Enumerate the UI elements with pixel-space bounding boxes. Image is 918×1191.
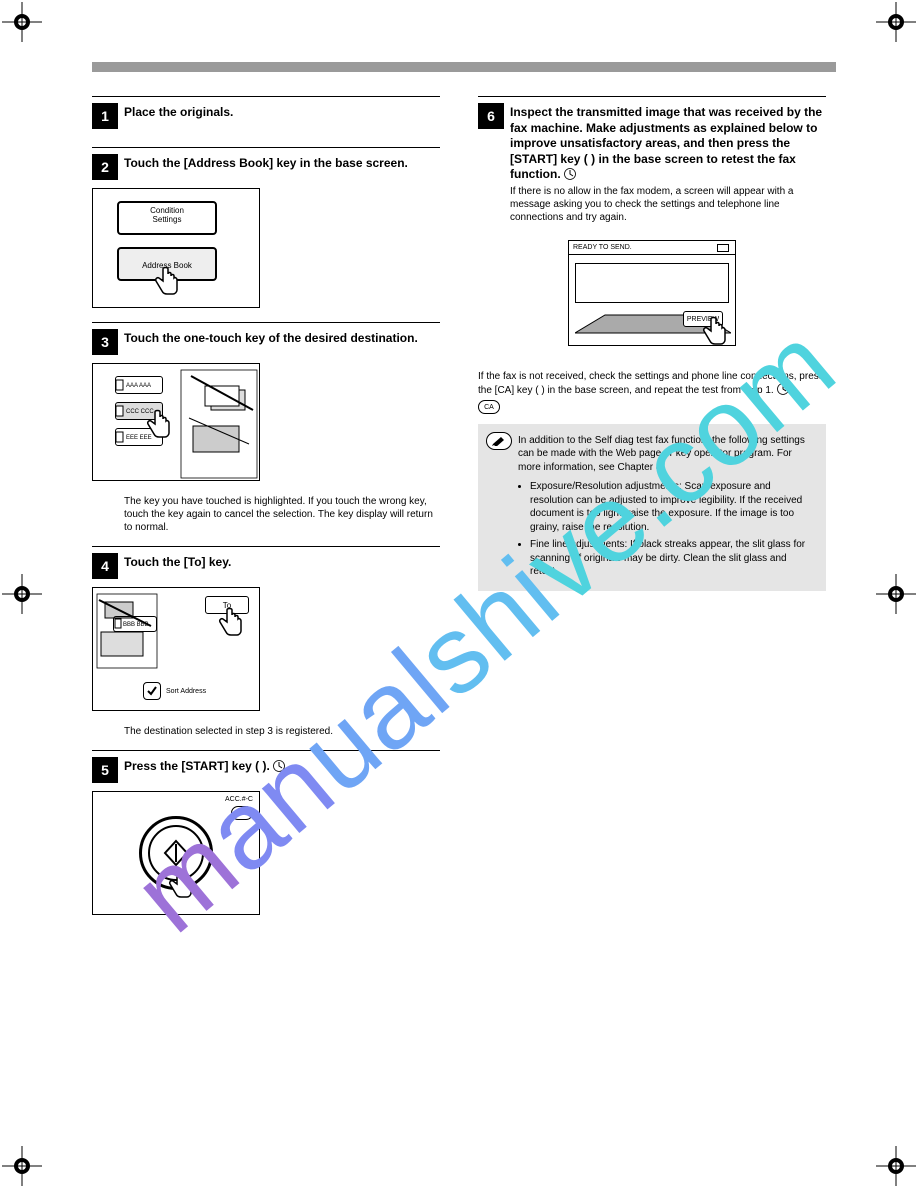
right-column: 6 Inspect the transmitted image that was…	[478, 96, 826, 591]
right-paragraph: If the fax is not received, check the se…	[478, 370, 826, 414]
screen-illustration: ACC.#-C CA	[92, 791, 260, 915]
step-title-text: Press the [START] key ( ).	[124, 759, 270, 773]
ca-button-inline: CA	[478, 400, 500, 414]
doc-icon	[115, 376, 125, 399]
settings-button[interactable]: Condition Settings	[117, 201, 217, 235]
pencil-icon	[486, 432, 512, 450]
step-body: The key you have touched is highlighted.…	[124, 495, 440, 534]
preview-title: READY TO SEND.	[569, 241, 735, 255]
step-title-text: Inspect the transmitted image that was r…	[510, 105, 822, 181]
ca-button[interactable]: CA	[231, 806, 253, 820]
step-3: 3 Touch the one-touch key of the desired…	[92, 322, 440, 355]
hand-pointer-icon	[141, 408, 173, 444]
window-control	[717, 244, 729, 252]
start-glyph-icon	[161, 838, 191, 868]
step-body: If there is no allow in the fax modem, a…	[510, 185, 826, 224]
step-title: Touch the [To] key.	[124, 553, 231, 571]
step-2: 2 Touch the [Address Book] key in the ba…	[92, 147, 440, 180]
step-title: Inspect the transmitted image that was r…	[510, 103, 826, 183]
screen-illustration: Condition Settings Address Book	[92, 188, 260, 308]
header-rule	[92, 62, 836, 72]
step-number: 5	[92, 757, 118, 783]
step-number: 6	[478, 103, 504, 129]
hand-pointer-icon	[163, 868, 195, 904]
step-5: 5 Press the [START] key ( ).	[92, 750, 440, 783]
screen-illustration: BBB BBB To Cc Sort Address	[92, 587, 260, 711]
step-number: 4	[92, 553, 118, 579]
step-title: Press the [START] key ( ).	[124, 757, 285, 775]
step-body: The destination selected in step 3 is re…	[124, 725, 440, 738]
sort-checkbox[interactable]: Sort Address	[143, 682, 206, 700]
registration-mark	[2, 2, 42, 42]
start-icon	[777, 383, 789, 395]
registration-mark	[2, 1146, 42, 1186]
registration-mark	[876, 1146, 916, 1186]
preview-illustration: READY TO SEND. PREVIEW	[568, 240, 736, 346]
checkbox-label: Sort Address	[166, 688, 206, 695]
note-bullet: Fine line adjustments: If black streaks …	[530, 538, 814, 579]
hand-pointer-icon	[149, 265, 181, 301]
step-6: 6 Inspect the transmitted image that was…	[478, 96, 826, 183]
registration-mark	[2, 574, 42, 614]
step-number: 2	[92, 154, 118, 180]
start-icon	[273, 760, 285, 772]
acc-label: ACC.#-C	[225, 796, 253, 803]
hand-pointer-icon	[697, 315, 729, 351]
right-paragraph-text: If the fax is not received, check the se…	[478, 371, 824, 397]
left-column: 1 Place the originals. 2 Touch the [Addr…	[92, 96, 440, 929]
step-1: 1 Place the originals.	[92, 96, 440, 129]
doc-icon	[115, 402, 125, 425]
step-4: 4 Touch the [To] key.	[92, 546, 440, 579]
note-text: In addition to the Self diag test fax fu…	[518, 434, 814, 475]
note-box: In addition to the Self diag test fax fu…	[478, 424, 826, 591]
step-title: Touch the one-touch key of the desired d…	[124, 329, 418, 347]
doc-icon	[114, 616, 123, 637]
step-title: Touch the [Address Book] key in the base…	[124, 154, 408, 172]
registration-mark	[876, 2, 916, 42]
step-number: 3	[92, 329, 118, 355]
screen-illustration: AAA AAA CCC CCC EEE EEE	[92, 363, 260, 481]
start-icon	[564, 168, 576, 180]
step-title: Place the originals.	[124, 103, 233, 121]
checkbox-icon	[143, 682, 161, 700]
note-bullet: Exposure/Resolution adjustments: Scan ex…	[530, 480, 814, 534]
step-number: 1	[92, 103, 118, 129]
hand-pointer-icon	[213, 606, 245, 642]
registration-mark	[876, 574, 916, 614]
doc-icon	[115, 428, 125, 451]
